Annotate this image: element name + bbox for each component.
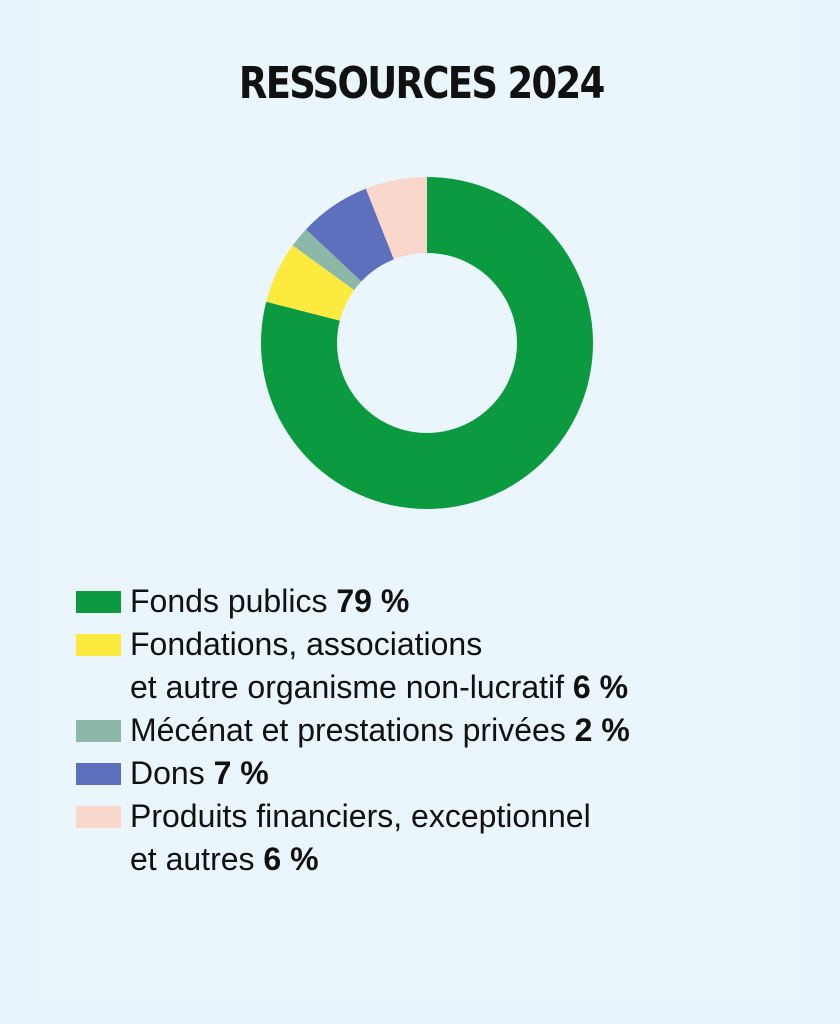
legend-label-line2: et autre organisme non-lucratif [130,669,564,705]
legend-swatch [76,806,121,828]
legend-value: 6 % [572,669,629,705]
legend-item-fondations: Fondations, associations et autre organi… [76,623,816,709]
legend-swatch [76,720,121,742]
legend-item-produits-financiers: Produits financiers, exceptionnel et aut… [76,795,816,881]
donut-slice-mecenat [292,229,362,291]
legend-value: 2 % [574,712,630,748]
legend-swatch [76,634,121,656]
legend-value: 79 % [336,583,410,619]
donut-slice-fondations [266,245,355,321]
legend-item-dons: Dons 7 % [76,752,816,795]
legend: Fonds publics 79 % Fondations, associati… [76,580,816,881]
legend-label: Fondations, associations [130,626,483,662]
legend-label: Dons [130,755,205,791]
legend-swatch [76,591,121,613]
legend-value: 6 % [263,841,319,877]
legend-label: Produits financiers, exceptionnel [130,798,591,834]
donut-chart [260,177,593,509]
legend-item-fonds-publics: Fonds publics 79 % [76,580,816,623]
legend-label: Fonds publics [130,583,328,619]
legend-value: 7 % [213,755,269,791]
legend-label-line2: et autres [130,841,255,877]
legend-swatch [76,763,121,785]
chart-title: RESSOURCES 2024 [238,58,605,109]
donut-slice-produits-financiers [365,177,427,260]
legend-label: Mécénat et prestations privées [130,712,566,748]
donut-slice-dons [305,188,394,282]
legend-item-mecenat: Mécénat et prestations privées 2 % [76,709,816,752]
donut-slice-fonds-publics [260,177,593,509]
